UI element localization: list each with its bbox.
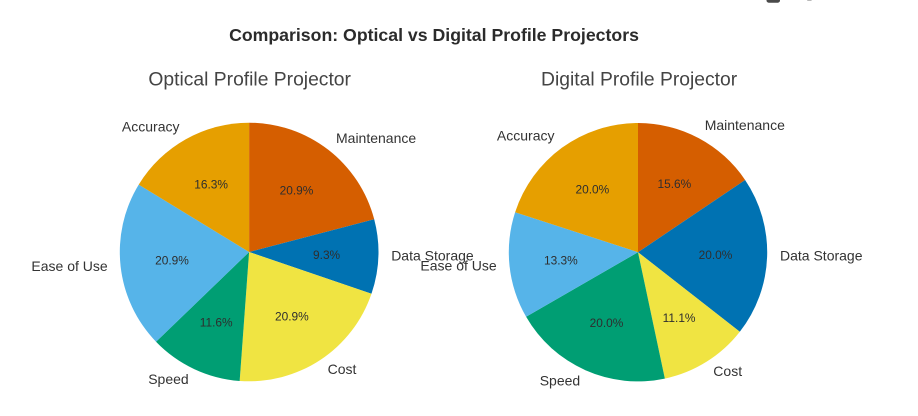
svg-text:Maintenance: Maintenance	[705, 117, 785, 133]
svg-text:Cost: Cost	[328, 361, 357, 377]
svg-text:20.0%: 20.0%	[590, 316, 624, 330]
svg-text:Speed: Speed	[148, 371, 188, 387]
svg-text:11.1%: 11.1%	[663, 311, 696, 325]
svg-text:20.9%: 20.9%	[275, 310, 309, 324]
svg-text:Maintenance: Maintenance	[336, 130, 416, 146]
svg-text:Digital Profile Projector: Digital Profile Projector	[541, 69, 738, 90]
svg-text:20.0%: 20.0%	[699, 248, 733, 262]
svg-text:Optical Profile Projector: Optical Profile Projector	[148, 69, 351, 90]
svg-text:Data Storage: Data Storage	[780, 248, 863, 264]
svg-text:20.9%: 20.9%	[155, 254, 189, 268]
svg-text:Ease of Use: Ease of Use	[31, 258, 107, 274]
svg-text:20.0%: 20.0%	[576, 183, 610, 197]
svg-text:16.3%: 16.3%	[194, 177, 228, 191]
svg-text:9.3%: 9.3%	[313, 248, 341, 262]
svg-text:Cost: Cost	[713, 363, 742, 379]
svg-text:Comparison: Optical vs Digital: Comparison: Optical vs Digital Profile P…	[229, 25, 639, 45]
svg-text:Accuracy: Accuracy	[497, 128, 555, 144]
svg-text:11.6%: 11.6%	[200, 315, 233, 329]
svg-text:15.6%: 15.6%	[658, 177, 692, 191]
svg-text:13.3%: 13.3%	[544, 253, 578, 267]
svg-text:Accuracy: Accuracy	[122, 118, 180, 134]
svg-text:20.9%: 20.9%	[280, 184, 314, 198]
svg-text:Data Storage: Data Storage	[391, 248, 474, 264]
svg-text:Ease of Use: Ease of Use	[420, 257, 496, 273]
svg-text:Speed: Speed	[540, 372, 580, 388]
